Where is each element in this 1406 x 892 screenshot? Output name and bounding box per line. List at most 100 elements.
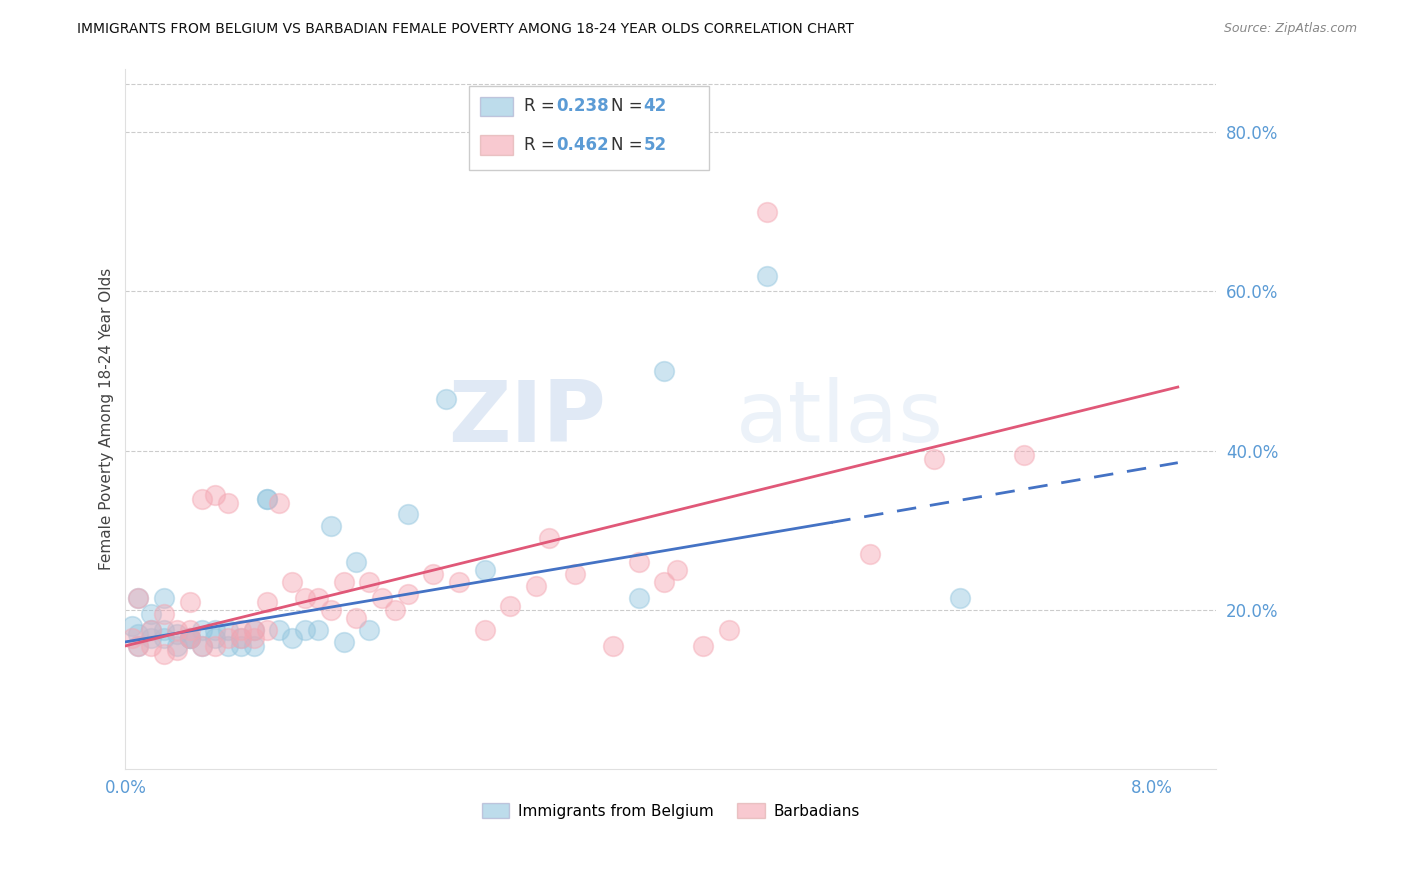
Point: [121, 619, 143, 633]
Point: [229, 623, 252, 637]
Point: [191, 623, 214, 637]
Point: [166, 643, 188, 657]
Point: [191, 639, 214, 653]
Point: [434, 392, 457, 406]
Point: [627, 555, 650, 569]
Point: [166, 639, 188, 653]
Point: [153, 623, 176, 637]
Text: IMMIGRANTS FROM BELGIUM VS BARBADIAN FEMALE POVERTY AMONG 18-24 YEAR OLDS CORREL: IMMIGRANTS FROM BELGIUM VS BARBADIAN FEM…: [77, 22, 855, 37]
Text: 52: 52: [644, 136, 666, 154]
Point: [139, 631, 162, 645]
Point: [449, 575, 471, 590]
Point: [179, 631, 201, 645]
Point: [139, 639, 162, 653]
Point: [229, 631, 252, 645]
Point: [654, 575, 676, 590]
Text: N =: N =: [610, 97, 648, 115]
Point: [204, 631, 226, 645]
Text: 0.462: 0.462: [557, 136, 609, 154]
Text: atlas: atlas: [737, 377, 945, 460]
Point: [179, 631, 201, 645]
Point: [692, 639, 714, 653]
Point: [422, 567, 444, 582]
Point: [922, 451, 945, 466]
Point: [396, 587, 419, 601]
Y-axis label: Female Poverty Among 18-24 Year Olds: Female Poverty Among 18-24 Year Olds: [100, 268, 114, 570]
Bar: [479, 135, 513, 154]
Legend: Immigrants from Belgium, Barbadians: Immigrants from Belgium, Barbadians: [475, 797, 866, 825]
Text: ZIP: ZIP: [447, 377, 606, 460]
Text: R =: R =: [523, 97, 560, 115]
Point: [166, 627, 188, 641]
Point: [217, 495, 239, 509]
Point: [243, 623, 266, 637]
Point: [269, 495, 291, 509]
Point: [474, 623, 496, 637]
Point: [307, 623, 329, 637]
Point: [191, 491, 214, 506]
Point: [229, 631, 252, 645]
FancyBboxPatch shape: [470, 86, 709, 170]
Point: [281, 575, 304, 590]
Point: [307, 591, 329, 606]
Point: [127, 639, 149, 653]
Point: [204, 487, 226, 501]
Point: [666, 563, 689, 577]
Point: [217, 639, 239, 653]
Point: [243, 631, 266, 645]
Point: [217, 631, 239, 645]
Point: [294, 623, 316, 637]
Point: [281, 631, 304, 645]
Point: [859, 547, 882, 561]
Point: [179, 623, 201, 637]
Point: [654, 364, 676, 378]
Point: [229, 639, 252, 653]
Point: [499, 599, 522, 613]
Point: [153, 647, 176, 661]
Point: [359, 575, 381, 590]
Point: [179, 631, 201, 645]
Point: [217, 623, 239, 637]
Point: [256, 491, 278, 506]
Point: [396, 508, 419, 522]
Point: [332, 635, 354, 649]
Point: [1012, 448, 1035, 462]
Point: [127, 591, 149, 606]
Point: [627, 591, 650, 606]
Text: N =: N =: [610, 136, 648, 154]
Point: [179, 631, 201, 645]
Point: [756, 268, 779, 283]
Point: [166, 623, 188, 637]
Point: [139, 623, 162, 637]
Text: Source: ZipAtlas.com: Source: ZipAtlas.com: [1223, 22, 1357, 36]
Bar: [479, 96, 513, 116]
Point: [384, 603, 406, 617]
Point: [153, 607, 176, 621]
Point: [346, 555, 368, 569]
Point: [243, 639, 266, 653]
Text: 42: 42: [644, 97, 666, 115]
Point: [359, 623, 381, 637]
Point: [256, 623, 278, 637]
Point: [294, 591, 316, 606]
Point: [332, 575, 354, 590]
Point: [537, 532, 560, 546]
Point: [319, 519, 342, 533]
Point: [179, 595, 201, 609]
Point: [153, 631, 176, 645]
Point: [139, 623, 162, 637]
Point: [191, 639, 214, 653]
Point: [319, 603, 342, 617]
Text: 0.238: 0.238: [557, 97, 609, 115]
Point: [139, 607, 162, 621]
Point: [269, 623, 291, 637]
Point: [602, 639, 624, 653]
Point: [756, 205, 779, 219]
Point: [717, 623, 740, 637]
Point: [121, 631, 143, 645]
Point: [371, 591, 394, 606]
Point: [474, 563, 496, 577]
Point: [949, 591, 972, 606]
Point: [127, 639, 149, 653]
Point: [346, 611, 368, 625]
